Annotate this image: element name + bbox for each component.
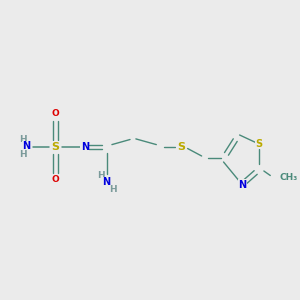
Text: H: H <box>109 184 116 194</box>
Text: O: O <box>52 176 59 184</box>
Text: H: H <box>97 171 105 180</box>
Text: N: N <box>81 142 89 152</box>
Text: H: H <box>20 150 27 159</box>
Text: S: S <box>255 139 262 149</box>
Text: S: S <box>52 142 59 152</box>
Text: S: S <box>177 142 185 152</box>
Text: N: N <box>103 177 111 188</box>
Text: N: N <box>22 141 30 152</box>
Text: O: O <box>52 110 59 118</box>
Text: N: N <box>238 179 247 190</box>
Text: H: H <box>20 135 27 144</box>
Text: CH₃: CH₃ <box>279 172 297 182</box>
